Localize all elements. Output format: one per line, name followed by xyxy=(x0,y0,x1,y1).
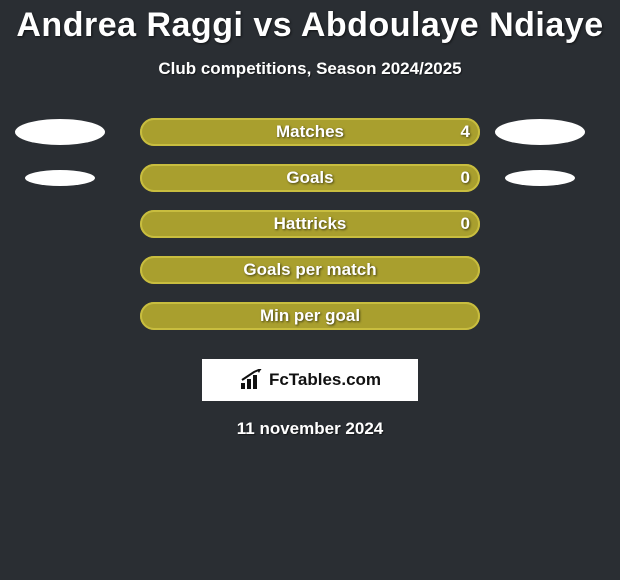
stat-row: Matches4 xyxy=(0,109,620,155)
comparison-rows: Matches4Goals0Hattricks0Goals per matchM… xyxy=(0,109,620,339)
left-marker xyxy=(25,170,95,186)
stat-value: 0 xyxy=(461,210,470,238)
stat-row: Goals0 xyxy=(0,155,620,201)
brand-text: FcTables.com xyxy=(269,370,381,390)
stat-bar: Goals per match xyxy=(140,256,480,284)
stat-label: Matches xyxy=(140,118,480,146)
right-marker xyxy=(495,119,585,145)
stat-label: Min per goal xyxy=(140,302,480,330)
stat-bar: Matches4 xyxy=(140,118,480,146)
stat-bar: Min per goal xyxy=(140,302,480,330)
stat-label: Goals per match xyxy=(140,256,480,284)
stat-row: Hattricks0 xyxy=(0,201,620,247)
stat-value: 4 xyxy=(461,118,470,146)
stat-row: Min per goal xyxy=(0,293,620,339)
stat-value: 0 xyxy=(461,164,470,192)
page-title: Andrea Raggi vs Abdoulaye Ndiaye xyxy=(0,0,620,45)
brand-box: FcTables.com xyxy=(202,359,418,401)
stat-label: Goals xyxy=(140,164,480,192)
stat-row: Goals per match xyxy=(0,247,620,293)
left-marker xyxy=(15,119,105,145)
subtitle: Club competitions, Season 2024/2025 xyxy=(0,59,620,79)
stat-bar: Goals0 xyxy=(140,164,480,192)
date-text: 11 november 2024 xyxy=(0,419,620,439)
stat-bar: Hattricks0 xyxy=(140,210,480,238)
right-marker xyxy=(505,170,575,186)
stat-label: Hattricks xyxy=(140,210,480,238)
chart-icon xyxy=(239,369,265,391)
